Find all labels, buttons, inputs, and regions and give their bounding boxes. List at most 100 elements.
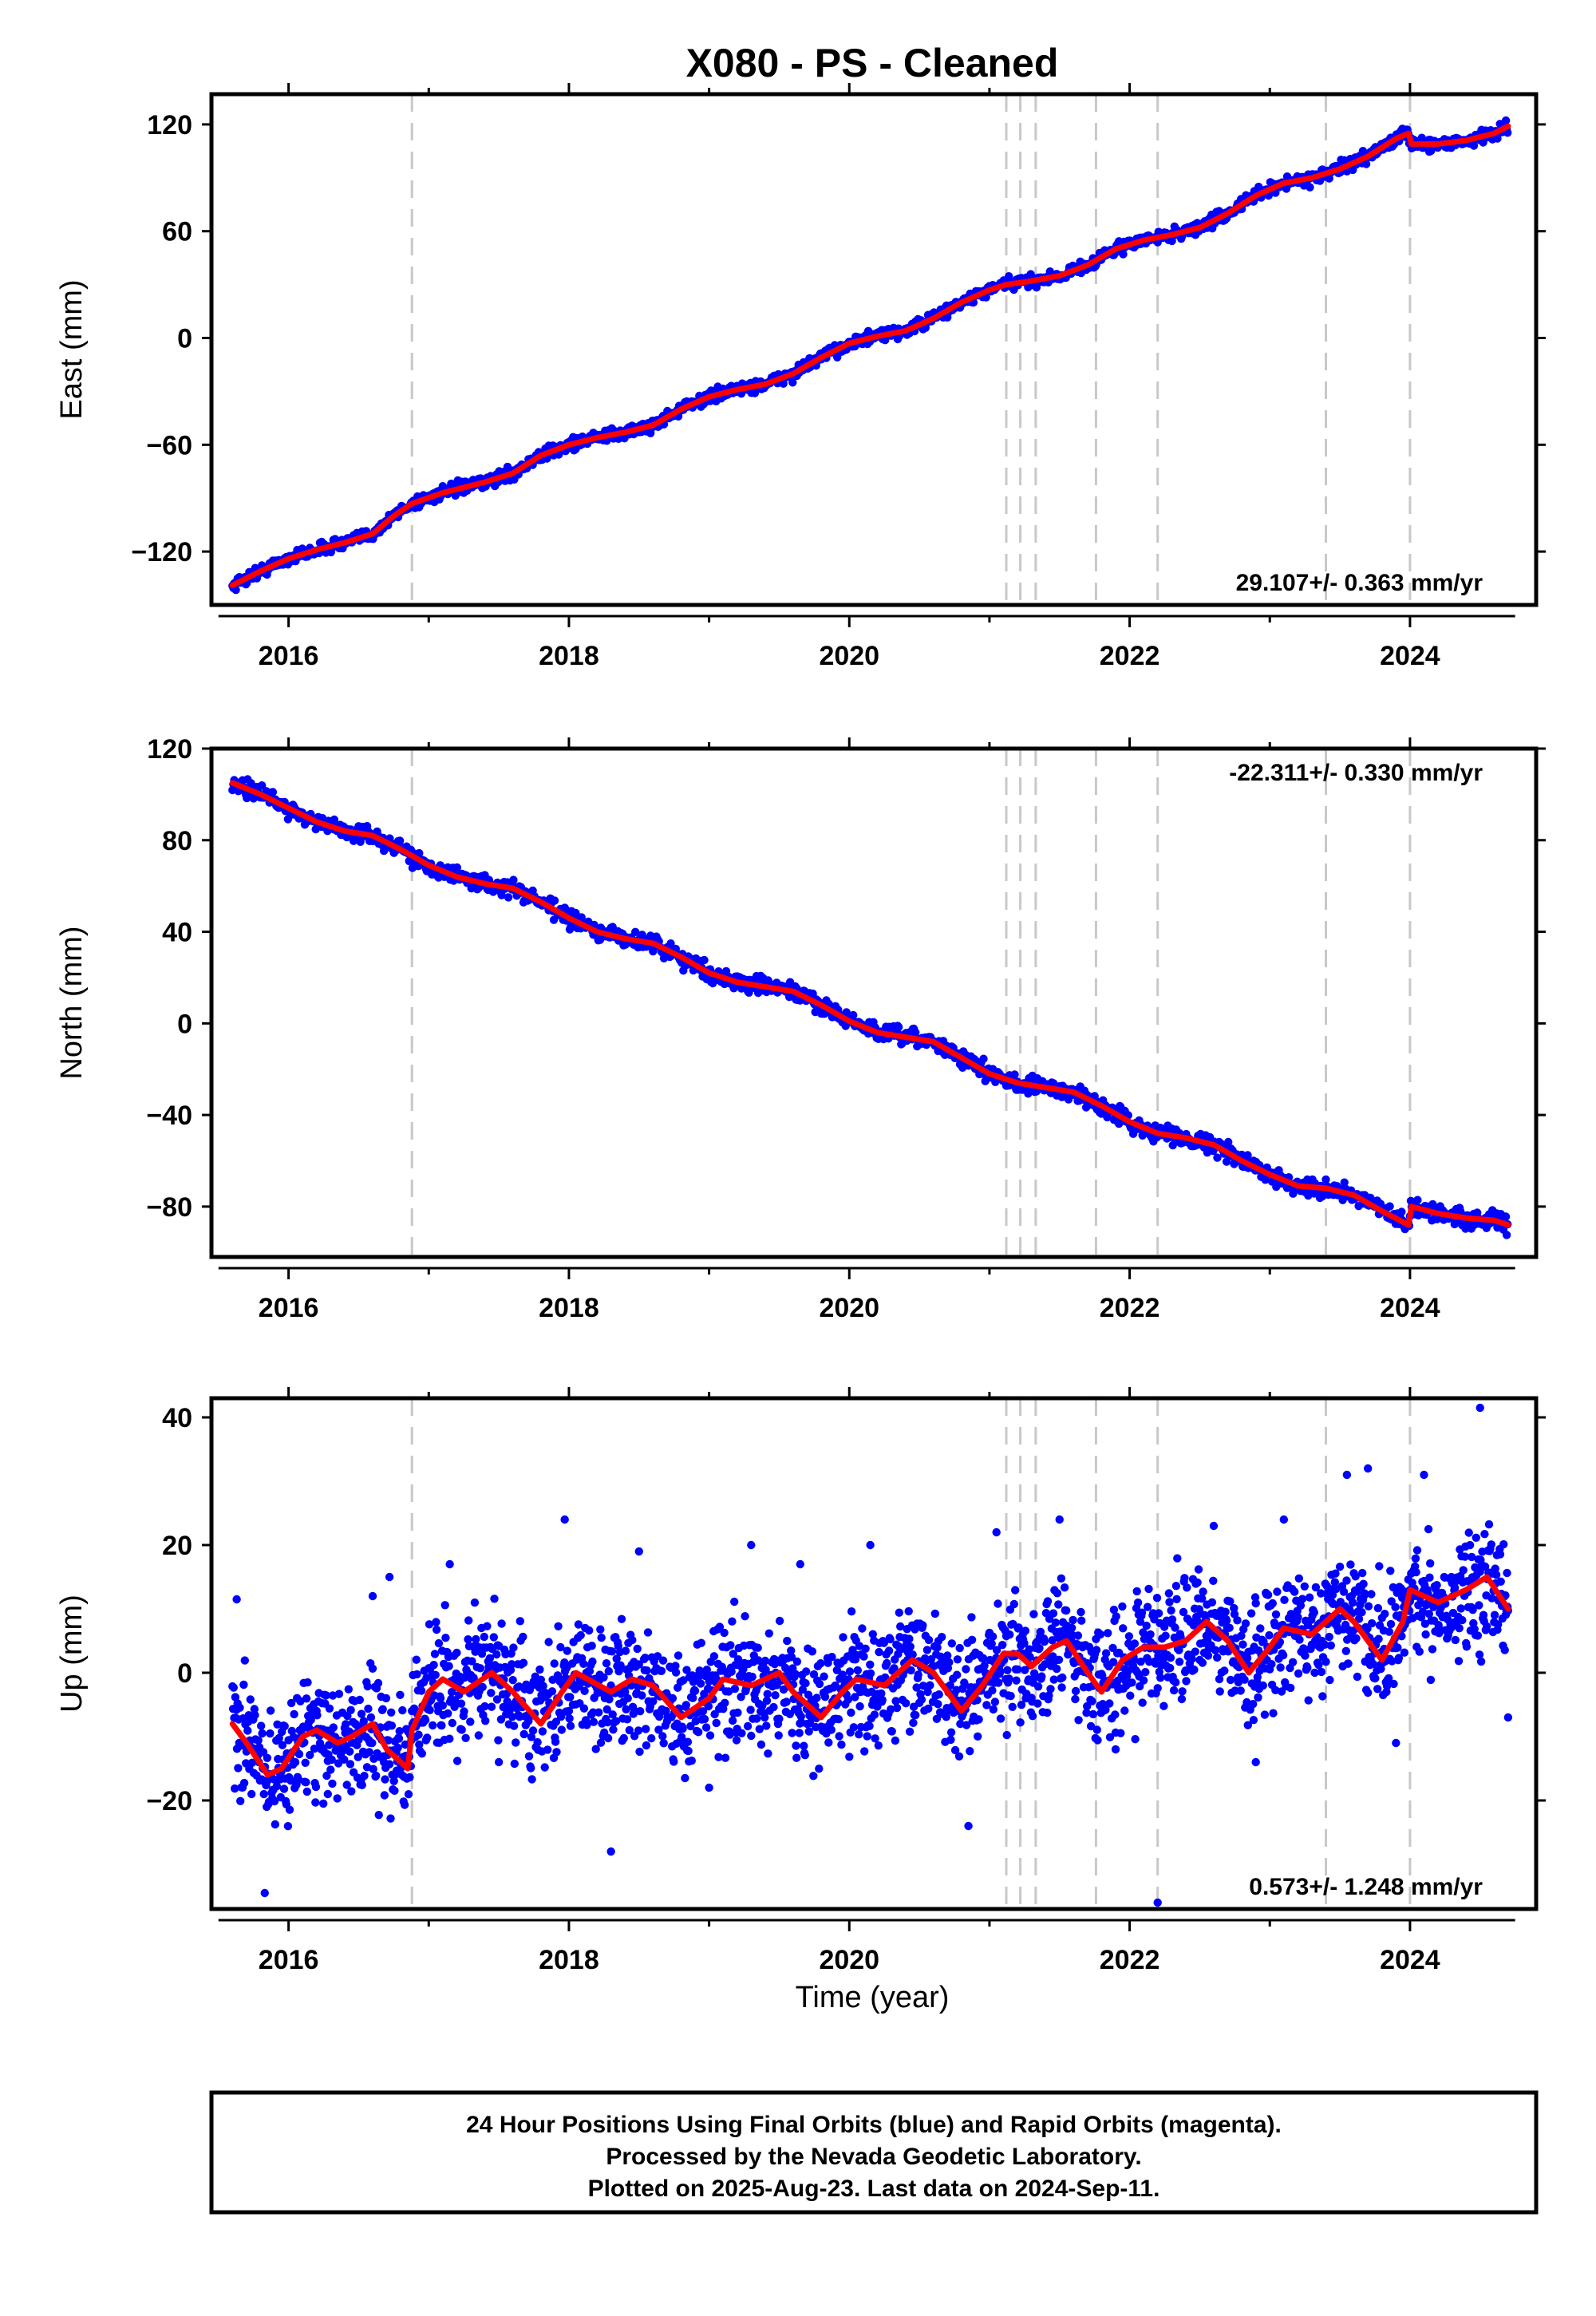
data-point	[643, 1628, 653, 1637]
data-point	[387, 1708, 396, 1717]
data-point	[866, 1660, 875, 1669]
data-point	[847, 1607, 856, 1616]
data-point	[1035, 1644, 1044, 1653]
data-point	[1057, 1683, 1066, 1692]
data-point	[1146, 1630, 1155, 1639]
data-point	[538, 1727, 547, 1736]
velocity-rate-label: 29.107+/- 0.363 mm/yr	[1236, 570, 1483, 596]
data-point	[229, 1683, 238, 1692]
data-point	[1009, 1599, 1019, 1609]
data-point	[998, 1641, 1007, 1650]
data-point	[387, 1721, 397, 1730]
data-point	[853, 1666, 863, 1675]
data-point	[764, 1749, 772, 1758]
data-point	[870, 1710, 879, 1719]
data-point	[1187, 1654, 1196, 1663]
data-point	[1130, 1639, 1140, 1648]
data-point	[1361, 160, 1371, 168]
data-point	[1156, 1674, 1165, 1682]
data-point	[657, 1666, 666, 1675]
data-point	[712, 1718, 721, 1728]
data-point	[700, 955, 709, 965]
data-point	[849, 1723, 859, 1732]
data-point	[874, 1741, 883, 1750]
data-point	[633, 1644, 642, 1654]
data-point	[311, 1782, 321, 1792]
data-point	[1502, 1231, 1511, 1239]
data-point	[1167, 1606, 1175, 1615]
data-point	[894, 1022, 903, 1032]
data-point	[566, 1721, 575, 1730]
data-point	[1251, 1599, 1260, 1608]
data-point	[860, 1747, 869, 1756]
data-point	[905, 1634, 914, 1643]
data-point	[621, 1646, 630, 1655]
data-point	[962, 1665, 970, 1674]
y-tick-label: 0	[177, 1009, 192, 1039]
data-point	[519, 1632, 527, 1642]
data-point	[285, 1805, 294, 1814]
data-point	[519, 1729, 528, 1739]
data-point	[1092, 1646, 1101, 1654]
data-point	[346, 1705, 355, 1714]
data-point	[587, 1642, 596, 1650]
data-point	[328, 1779, 337, 1788]
data-point	[1128, 1678, 1136, 1687]
data-point	[1005, 1630, 1014, 1639]
data-point	[1225, 1623, 1234, 1632]
data-point	[909, 1718, 918, 1727]
data-point	[563, 1646, 571, 1655]
data-point	[464, 1616, 473, 1625]
data-point	[1175, 1658, 1184, 1666]
data-point	[1173, 1554, 1182, 1563]
data-point	[684, 1746, 693, 1756]
data-point	[398, 1705, 407, 1715]
data-point	[512, 1738, 520, 1747]
data-point	[393, 1743, 402, 1753]
data-point	[934, 1690, 943, 1699]
data-point	[914, 1670, 922, 1679]
data-point	[690, 1686, 700, 1695]
y-axis-label: East (mm)	[55, 279, 89, 419]
data-point	[946, 1735, 955, 1745]
data-point	[792, 1753, 801, 1762]
data-point	[764, 1629, 773, 1638]
data-point	[642, 1666, 651, 1675]
x-tick-label: 2022	[1100, 641, 1160, 671]
data-point	[670, 1757, 678, 1766]
data-point	[405, 1773, 414, 1782]
data-point	[400, 1800, 409, 1809]
data-point	[1258, 1681, 1268, 1690]
data-point	[658, 1656, 668, 1665]
data-point	[906, 1642, 915, 1651]
data-point	[235, 1703, 244, 1712]
data-point	[413, 1670, 421, 1679]
data-point	[555, 450, 563, 459]
data-point	[368, 1664, 377, 1673]
data-point	[904, 1607, 913, 1616]
data-point	[445, 1734, 454, 1743]
data-point	[834, 1715, 843, 1724]
data-point	[466, 1717, 475, 1726]
data-point	[1165, 1598, 1174, 1607]
data-point	[1199, 1587, 1207, 1596]
data-point	[342, 1720, 350, 1729]
data-point	[883, 1658, 891, 1668]
data-point	[550, 896, 559, 905]
data-point	[487, 1702, 496, 1711]
data-point	[788, 378, 797, 387]
data-point	[866, 1669, 875, 1678]
data-point	[550, 1659, 559, 1668]
data-point	[730, 1597, 739, 1607]
data-point	[263, 1753, 272, 1762]
data-point	[366, 1713, 376, 1722]
data-point	[302, 1694, 311, 1703]
data-point	[1207, 1598, 1217, 1607]
final-orbit-points	[228, 116, 1512, 595]
x-tick-label: 2024	[1380, 641, 1440, 671]
data-point	[1256, 1624, 1265, 1633]
data-point	[432, 1618, 440, 1626]
data-point	[334, 1690, 344, 1698]
data-point	[1101, 1649, 1111, 1658]
data-point	[543, 1745, 552, 1754]
